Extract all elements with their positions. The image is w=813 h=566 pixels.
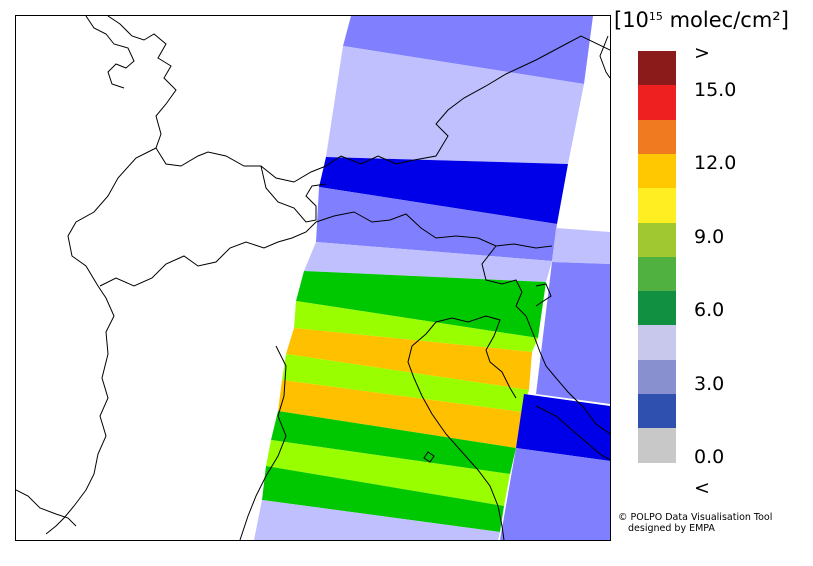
colorbar-tick-label: <	[694, 477, 710, 499]
swath-band	[343, 16, 593, 84]
legend-title: [1015 molec/cm²]	[614, 8, 789, 32]
colorbar-cell	[638, 256, 676, 292]
colorbar-tick-label: 3.0	[694, 373, 725, 395]
border-line	[535, 405, 610, 461]
border-line	[260, 165, 327, 223]
colorbar-cell	[638, 428, 676, 464]
colorbar-cell	[638, 359, 676, 395]
colorbar-cell	[638, 222, 676, 258]
border-line	[85, 16, 135, 89]
credit-line-1: © POLPO Data Visualisation Tool	[618, 512, 773, 523]
border-line	[481, 245, 523, 307]
border-line	[16, 489, 77, 527]
legend-unit-base: [10	[614, 8, 649, 32]
colorbar-cell	[638, 291, 676, 326]
colorbar-tick-label: >	[694, 42, 710, 64]
colorbar-cell	[638, 85, 676, 121]
map-frame	[15, 15, 611, 541]
border-line	[107, 16, 327, 183]
border-line	[407, 345, 505, 540]
colorbar-cell	[638, 188, 676, 223]
border-line	[315, 211, 553, 249]
swath-band	[316, 187, 557, 261]
border-line	[515, 305, 610, 435]
border-line	[99, 221, 317, 287]
swath-band	[254, 500, 500, 540]
colorbar-tick-label: 6.0	[694, 299, 725, 321]
credit-text: © POLPO Data Visualisation Tool designed…	[618, 512, 772, 534]
country-borders	[16, 16, 610, 540]
legend-unit-exponent: 15	[648, 10, 663, 23]
swath-band	[296, 271, 546, 338]
border-line	[423, 451, 435, 463]
swath-band	[319, 157, 568, 224]
swath-band	[282, 354, 529, 412]
border-line	[535, 283, 552, 307]
border-line	[325, 35, 610, 167]
colorbar-cell	[638, 153, 676, 189]
colorbar-cell	[638, 394, 676, 429]
swath-band	[271, 411, 516, 474]
map-canvas	[16, 16, 610, 540]
colorbar-tick-label: 15.0	[694, 79, 737, 101]
border-line	[239, 345, 287, 540]
swath-band	[500, 448, 610, 540]
colorbar-cell	[638, 51, 676, 86]
border-line	[45, 147, 157, 535]
swath-band	[294, 301, 538, 352]
colorbar-tick-label: 12.0	[694, 152, 737, 174]
colorbar-cell	[638, 119, 676, 155]
colorbar-tick-label: 0.0	[694, 446, 725, 468]
border-line	[599, 35, 610, 79]
border-line	[411, 315, 517, 399]
legend-unit-rest: molec/cm²]	[662, 8, 789, 32]
swath-band	[552, 228, 610, 264]
satellite-swath	[254, 16, 610, 540]
swath-band	[536, 262, 610, 404]
swath-band	[266, 440, 510, 506]
colorbar-cell	[638, 325, 676, 361]
colorbar-tick-label: 9.0	[694, 226, 725, 248]
swath-band	[304, 242, 552, 282]
swath-band	[278, 380, 522, 448]
swath-band	[262, 466, 504, 532]
credit-line-2: designed by EMPA	[628, 523, 715, 534]
